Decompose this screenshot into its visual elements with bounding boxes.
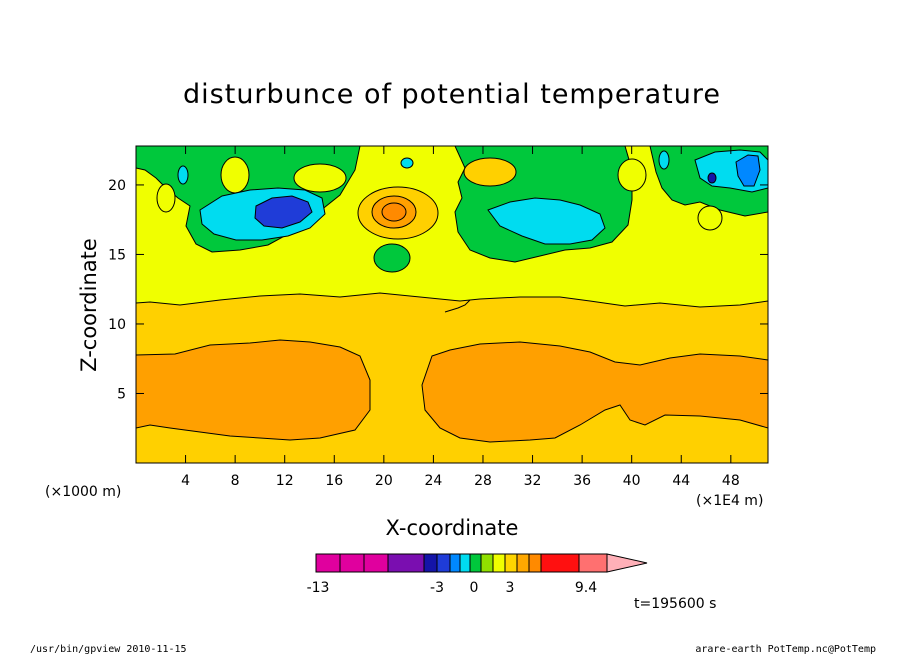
warm-inner: [381, 202, 407, 222]
y-axis-ticks: 5 10 15 20: [108, 178, 768, 402]
y-tick-label: 5: [117, 386, 126, 402]
colorbar-segment: [469, 553, 482, 573]
x-tick-label: 28: [474, 473, 492, 489]
colorbar-segment: [436, 553, 451, 573]
colorbar-segment: [459, 553, 471, 573]
hole-yellow-1: [156, 183, 176, 213]
colorbar-segment: [540, 553, 580, 573]
y-tick-label: 15: [108, 247, 126, 263]
colorbar-segment: [423, 553, 438, 573]
x-unit-left: (×1000 m): [45, 484, 121, 500]
colorbar-tick-label: -13: [307, 580, 330, 596]
colorbar-segment: [480, 553, 494, 573]
colorbar-tick-label: 9.4: [575, 580, 597, 596]
footer-right: arare-earth_PotTemp.nc@PotTemp: [695, 644, 876, 654]
x-tick-label: 4: [181, 473, 190, 489]
x-tick-label: 44: [672, 473, 690, 489]
blue-dot-right: [707, 172, 717, 184]
blob-orange-right: [421, 341, 768, 443]
region-blue-right: [735, 154, 761, 187]
colorbar: [315, 553, 648, 573]
region-navy-left: [254, 195, 313, 229]
colorbar-segment: [387, 553, 425, 573]
hole-yellow-2: [293, 163, 347, 193]
colorbar-segment: [492, 553, 506, 573]
y-axis-label: Z-coordinate: [77, 238, 101, 372]
x-unit-right: (×1E4 m): [696, 493, 763, 509]
region-cyan-mid: [487, 197, 606, 245]
x-tick-label: 16: [325, 473, 343, 489]
hole-yellow-4: [463, 157, 517, 187]
y-tick-label: 10: [108, 317, 126, 333]
blob-orange-left: [136, 339, 371, 441]
colorbar-segment: [363, 553, 389, 573]
x-tick-label: 36: [573, 473, 591, 489]
colorbar-extend-arrow: [606, 553, 648, 573]
cyan-small-1: [177, 165, 189, 185]
hole-yellow-6: [697, 205, 723, 231]
colorbar-tick-label: -3: [430, 580, 444, 596]
colorbar-segment: [578, 553, 608, 573]
colorbar-segment: [315, 553, 341, 573]
y-tick-label: 20: [108, 178, 126, 194]
x-tick-label: 8: [231, 473, 240, 489]
colorbar-segment: [339, 553, 365, 573]
time-label: t=195600 s: [634, 596, 716, 612]
x-tick-label: 48: [722, 473, 740, 489]
cyan-small-3: [658, 150, 670, 170]
contour-fleck: [444, 299, 471, 313]
hole-yellow-5: [617, 158, 647, 192]
hole-yellow-3: [220, 156, 250, 194]
colorbar-segment: [528, 553, 542, 573]
x-axis-ticks: 4 8 12 16 20 24 28 32 36 40 44 48: [181, 146, 740, 489]
x-tick-label: 24: [424, 473, 442, 489]
chart-title: disturbunce of potential temperature: [183, 79, 721, 110]
contour-field: [136, 146, 768, 463]
colorbar-segment: [504, 553, 518, 573]
plot-frame: [135, 145, 769, 464]
colorbar-segment: [516, 553, 530, 573]
colorbar-tick-label: 0: [470, 580, 479, 596]
x-tick-label: 32: [524, 473, 542, 489]
x-axis-label: X-coordinate: [386, 516, 519, 540]
x-tick-label: 20: [375, 473, 393, 489]
colorbar-segment: [449, 553, 461, 573]
x-tick-label: 40: [623, 473, 641, 489]
cyan-small-2: [400, 157, 414, 169]
footer-left: /usr/bin/gpview 2010-11-15: [30, 644, 187, 654]
colorbar-tick-label: 3: [506, 580, 515, 596]
blob-green-small: [373, 243, 411, 273]
x-tick-label: 12: [276, 473, 294, 489]
colorbar-labels: -13 -3 0 3 9.4: [307, 580, 598, 596]
